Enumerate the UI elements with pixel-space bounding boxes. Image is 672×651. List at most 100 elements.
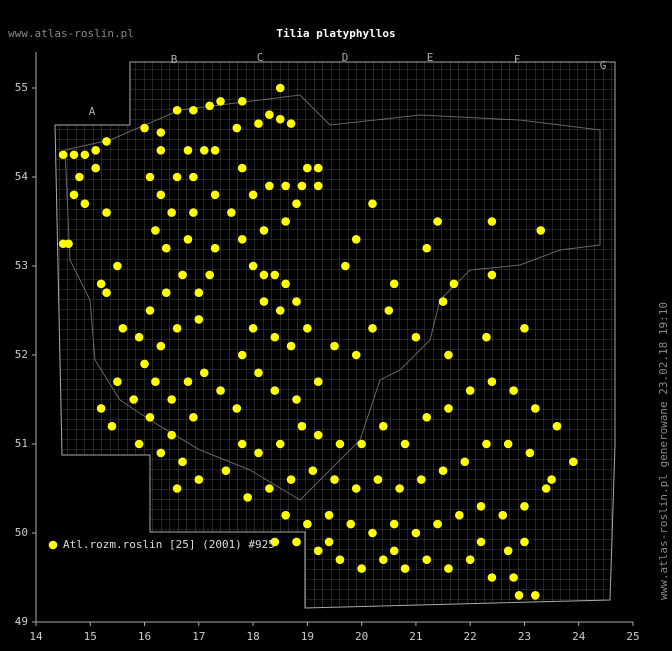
occurrence-dot <box>541 484 551 493</box>
occurrence-dot <box>156 128 166 137</box>
occurrence-dot <box>58 150 68 160</box>
x-tick-label: 24 <box>572 630 586 643</box>
occurrence-dot <box>384 306 394 315</box>
x-tick-label: 23 <box>518 630 531 643</box>
occurrence-dot <box>455 510 464 520</box>
occurrence-dot <box>444 350 453 360</box>
x-tick-label: 16 <box>138 630 151 643</box>
occurrence-dot <box>102 137 111 146</box>
occurrence-dot <box>254 448 263 458</box>
occurrence-dot <box>503 546 513 556</box>
occurrence-dot <box>482 332 491 342</box>
occurrence-dot <box>172 172 182 182</box>
occurrence-dot <box>536 226 546 235</box>
occurrence-dot <box>199 368 209 378</box>
occurrence-dot <box>118 324 128 333</box>
occurrence-dot <box>487 377 497 387</box>
occurrence-dot <box>400 564 410 573</box>
occurrence-dot <box>351 350 361 360</box>
occurrence-dot <box>270 332 280 342</box>
x-tick-label: 25 <box>626 630 639 643</box>
y-tick-label: 52 <box>15 348 28 361</box>
occurrence-dot <box>237 235 247 244</box>
occurrence-dot <box>351 235 361 244</box>
occurrence-dot <box>379 421 388 431</box>
occurrence-dot <box>161 243 171 253</box>
occurrence-dot <box>411 332 421 342</box>
occurrence-dot <box>151 377 160 387</box>
occurrence-dot <box>221 466 231 476</box>
occurrence-dot <box>389 519 399 529</box>
y-tick-label: 55 <box>15 81 28 94</box>
occurrence-dot <box>368 199 377 208</box>
occurrence-dot <box>297 421 307 431</box>
occurrence-dot <box>102 288 111 298</box>
occurrence-dot <box>210 146 220 155</box>
occurrence-dot <box>422 555 432 564</box>
occurrence-dot <box>80 150 90 160</box>
occurrence-dot <box>281 510 290 520</box>
y-tick-label: 49 <box>15 615 28 628</box>
occurrence-dot <box>286 341 296 351</box>
occurrence-dot <box>259 226 269 235</box>
occurrence-dot <box>449 279 459 289</box>
occurrence-dot <box>292 537 301 547</box>
occurrence-dot <box>389 279 399 289</box>
occurrence-dot <box>346 519 356 529</box>
y-tick-label: 51 <box>15 437 28 450</box>
occurrence-dot <box>525 448 535 458</box>
occurrence-dot <box>297 181 307 191</box>
occurrence-dot <box>205 101 214 111</box>
occurrence-dot <box>145 413 155 422</box>
occurrence-dot <box>140 123 149 133</box>
occurrence-dot <box>411 528 421 538</box>
occurrence-dot <box>569 457 578 467</box>
occurrence-dot <box>487 573 497 582</box>
occurrence-dot <box>243 493 252 502</box>
occurrence-dot <box>156 146 166 155</box>
x-tick-label: 20 <box>355 630 368 643</box>
occurrence-dot <box>531 591 540 600</box>
occurrence-dot <box>145 306 155 315</box>
occurrence-dot <box>281 181 290 191</box>
occurrence-dot <box>520 537 529 547</box>
occurrence-dot <box>172 105 182 115</box>
occurrence-dot <box>210 190 220 200</box>
occurrence-dot <box>520 502 529 511</box>
grid-letter: C <box>257 51 264 64</box>
occurrence-dot <box>465 555 475 564</box>
occurrence-dot <box>330 475 339 484</box>
occurrence-dot <box>303 163 312 173</box>
occurrence-dot <box>172 484 182 493</box>
occurrence-dot <box>167 208 176 217</box>
occurrence-dot <box>227 208 236 217</box>
occurrence-dot <box>216 97 225 106</box>
y-tick-label: 50 <box>15 526 28 539</box>
x-tick-label: 19 <box>301 630 314 643</box>
occurrence-dot <box>275 439 285 449</box>
occurrence-dot <box>313 163 323 173</box>
legend-label: Atl.rozm.roslin [25] (2001) #925 <box>63 538 275 551</box>
occurrence-dot <box>189 105 198 115</box>
x-tick-label: 22 <box>464 630 477 643</box>
source: www.atlas-roslin.pl <box>8 27 134 40</box>
occurrence-dot <box>172 324 182 333</box>
occurrence-dot <box>156 190 166 200</box>
side-note: www.atlas-roslin.pl generowane 23.02.18 … <box>657 302 670 600</box>
occurrence-dot <box>178 270 187 280</box>
occurrence-dot <box>194 288 204 298</box>
occurrence-dot <box>389 546 399 556</box>
occurrence-dot <box>341 261 350 271</box>
occurrence-dot <box>265 484 274 493</box>
occurrence-dot <box>303 519 312 529</box>
x-tick-label: 21 <box>409 630 422 643</box>
occurrence-dot <box>102 208 111 217</box>
occurrence-dot <box>237 97 247 106</box>
x-tick-label: 15 <box>84 630 97 643</box>
occurrence-dot <box>265 110 274 119</box>
occurrence-dot <box>330 341 339 351</box>
occurrence-dot <box>237 163 247 173</box>
occurrence-dot <box>275 83 285 93</box>
occurrence-dot <box>313 430 323 440</box>
occurrence-dot <box>107 421 117 431</box>
